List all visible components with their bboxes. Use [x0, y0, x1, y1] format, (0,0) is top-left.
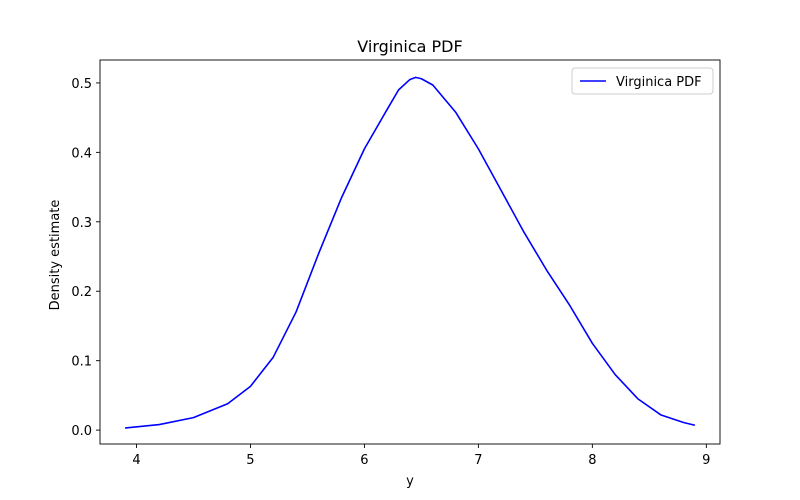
- legend-box: [571, 67, 714, 95]
- x-tick-label: 6: [360, 453, 368, 468]
- x-tick-label: 5: [246, 453, 254, 468]
- x-tick-label: 7: [474, 453, 482, 468]
- x-tick-label: 8: [588, 453, 596, 468]
- y-tick-label: 0.0: [71, 424, 92, 439]
- legend: Virginica PDF: [571, 67, 714, 95]
- x-tick-label: 4: [132, 453, 140, 468]
- x-axis-label: y: [406, 474, 414, 489]
- legend-label: Virginica PDF: [616, 75, 702, 90]
- y-axis-label: Density estimate: [48, 200, 63, 311]
- y-tick-label: 0.3: [71, 216, 92, 231]
- chart-title: Virginica PDF: [357, 37, 462, 56]
- y-tick-label: 0.4: [71, 146, 92, 161]
- y-tick-label: 0.5: [71, 77, 92, 92]
- series-line-0: [124, 76, 696, 429]
- plot-area: 4 5 6 7 8 9 0.0 0.1 0.2 0.3 0.4 0.5 Virginica PDF: [71, 59, 721, 468]
- axes-frame: [99, 59, 721, 445]
- x-tick-label: 9: [702, 453, 710, 468]
- y-tick-label: 0.2: [71, 285, 92, 300]
- y-tick-label: 0.1: [71, 355, 92, 370]
